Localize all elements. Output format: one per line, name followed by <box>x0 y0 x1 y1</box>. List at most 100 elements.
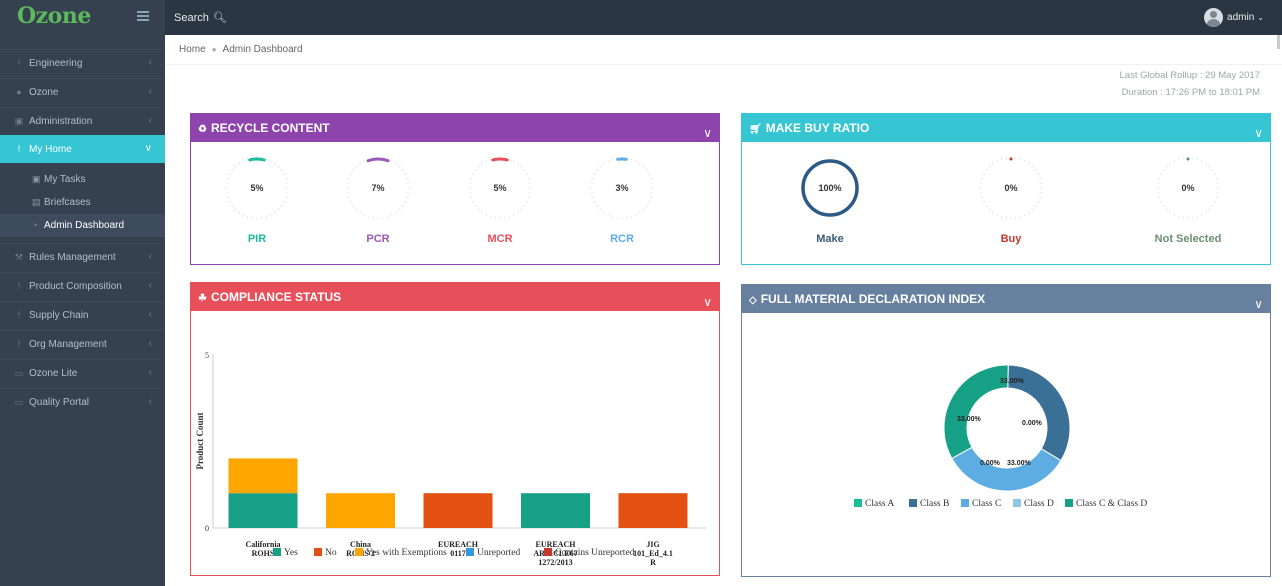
sidebar-item-rules-management[interactable]: ⚒ Rules Management ‹ <box>0 243 165 271</box>
user-menu[interactable]: admin ⌄ <box>1204 8 1264 27</box>
gauge-tick <box>599 208 602 211</box>
sidebar-item-supply-chain[interactable]: ! Supply Chain ‹ <box>0 301 165 329</box>
gauge-tick <box>489 157 492 161</box>
sidebar-item-my-home[interactable]: ! My Home ∨ <box>0 135 165 163</box>
x-tick-label: EUREACH <box>535 540 576 549</box>
sidebar-item-ozone[interactable]: ● Ozone ‹ <box>0 78 165 106</box>
fmd-index-panel: ◇ FULL MATERIAL DECLARATION INDEX ∨ 0.00%… <box>741 284 1271 577</box>
gauge-arc <box>801 159 859 217</box>
gauge-tick <box>228 173 232 176</box>
chevron-left-icon: ‹ <box>148 115 152 126</box>
sidebar-item-administration[interactable]: ▣ Administration ‹ <box>0 107 165 135</box>
gauge-tick <box>1031 208 1034 211</box>
sidebar-item-product-composition[interactable]: ! Product Composition ‹ <box>0 272 165 300</box>
donut-data-label: 0.00% <box>1022 420 1043 427</box>
gauge-tick <box>265 215 268 219</box>
gauge-tick <box>1211 204 1215 208</box>
sidebar-subitem-briefcases[interactable]: ▤ Briefcases <box>0 191 165 214</box>
exclamation-icon: ! <box>17 339 21 349</box>
legend-label: Class C & Class D <box>1076 499 1147 509</box>
gauge-tick <box>630 215 633 219</box>
sidebar-item-quality-portal[interactable]: ▭ Quality Portal ‹ <box>0 388 165 416</box>
x-tick-label: 101_Ed_4.1 <box>633 549 673 558</box>
gauge-tick <box>480 211 484 215</box>
gauge-tick <box>234 165 237 168</box>
gauge-tick <box>1159 200 1163 203</box>
gauge-tick <box>591 196 595 199</box>
bar-segment-no[interactable] <box>618 493 688 528</box>
gauge-tick <box>1165 165 1168 168</box>
collapse-chevron-icon[interactable]: ∨ <box>703 295 712 309</box>
x-tick-label: JIG <box>646 540 659 549</box>
gauge-tick <box>1177 215 1180 219</box>
gauge-tick <box>647 173 651 176</box>
donut-slice-class-c[interactable] <box>951 446 1062 492</box>
sidebar-subitem-label: My Tasks <box>44 174 86 185</box>
sidebar-item-label: Supply Chain <box>29 310 89 321</box>
gauge-tick <box>638 161 642 165</box>
avatar-icon <box>1204 8 1224 27</box>
sidebar-item-engineering[interactable]: ! Engineering ‹ <box>0 49 165 77</box>
gauge-tick <box>226 177 230 180</box>
gauge-tick <box>634 213 637 217</box>
bar-segment-no[interactable] <box>423 493 493 528</box>
gauge-tick <box>984 168 988 172</box>
compliance-panel-title: COMPLIANCE STATUS <box>210 290 342 304</box>
gauge-tick <box>280 204 284 208</box>
gauge-tick <box>611 157 614 161</box>
gauge-tick <box>277 165 280 168</box>
card-icon: ▭ <box>14 397 24 407</box>
gauge-tick <box>358 211 362 215</box>
gauge-buy: 0% <box>979 156 1043 220</box>
wrench-icon: ⚒ <box>14 252 24 262</box>
gauge-tick <box>1159 173 1163 176</box>
sidebar-subitem-my-tasks[interactable]: ▣ My Tasks <box>0 168 165 191</box>
gauge-tick <box>358 161 362 165</box>
sidebar-item-ozone-lite[interactable]: ▭ Ozone Lite ‹ <box>0 359 165 387</box>
chevron-left-icon: ‹ <box>148 338 152 349</box>
compliance-status-panel: ☘ COMPLIANCE STATUS ∨ 5 0 Product Count Cali… <box>190 282 720 576</box>
gauge-tick <box>1157 196 1161 199</box>
top-bar: Ozone Search 🔍︎ admin ⌄ <box>0 0 1282 35</box>
breadcrumb-separator: ● <box>211 45 217 54</box>
gauge-tick <box>982 200 986 203</box>
exclamation-icon: ! <box>17 310 21 320</box>
donut-slice-class-c-class-d[interactable] <box>943 364 1009 460</box>
scrollbar[interactable] <box>1277 35 1280 49</box>
gauge-tick <box>593 200 597 203</box>
gauge-tick <box>284 196 288 199</box>
collapse-chevron-icon[interactable]: ∨ <box>1254 297 1263 311</box>
sidebar-subitem-admin-dashboard[interactable]: ◔ Admin Dashboard <box>0 214 165 237</box>
sidebar-item-label: Quality Portal <box>29 397 90 408</box>
bar-segment-yes[interactable] <box>521 493 590 528</box>
menu-toggle-icon[interactable] <box>137 11 149 22</box>
gauge-tick <box>230 168 234 172</box>
briefcase-icon: ▣ <box>32 174 41 184</box>
bar-segment-yes-with-exemptions[interactable] <box>326 493 395 528</box>
collapse-chevron-icon[interactable]: ∨ <box>703 126 712 140</box>
chevron-left-icon: ‹ <box>148 86 152 97</box>
search-button[interactable]: Search 🔍︎ <box>174 11 227 24</box>
x-tick-label: California <box>245 540 280 549</box>
bar-segment-yes-with-exemptions[interactable] <box>228 458 298 494</box>
gauge-label: Buy <box>1000 233 1022 245</box>
gauge-tick <box>401 168 405 172</box>
gauge-tick <box>230 204 234 208</box>
legend-swatch <box>466 548 474 556</box>
gauge-tick <box>349 200 353 203</box>
gauge-tick <box>512 159 515 163</box>
gauge-tick <box>405 196 409 199</box>
gauge-tick <box>228 200 232 203</box>
breadcrumb-home[interactable]: Home <box>179 44 206 55</box>
brand-logo[interactable]: Ozone <box>17 3 91 29</box>
sidebar-item-org-management[interactable]: ! Org Management ‹ <box>0 330 165 358</box>
rollup-info: Last Global Rollup : 29 May 2017 Duratio… <box>1120 67 1260 101</box>
card-icon: ▭ <box>14 368 24 378</box>
gauge-tick <box>988 208 991 211</box>
gauge-tick <box>1034 168 1038 172</box>
collapse-chevron-icon[interactable]: ∨ <box>1254 126 1263 140</box>
bar-segment-yes[interactable] <box>228 493 298 528</box>
gauge-tick <box>237 211 241 215</box>
gauge-tick <box>477 165 480 168</box>
gauge-tick <box>649 177 653 180</box>
